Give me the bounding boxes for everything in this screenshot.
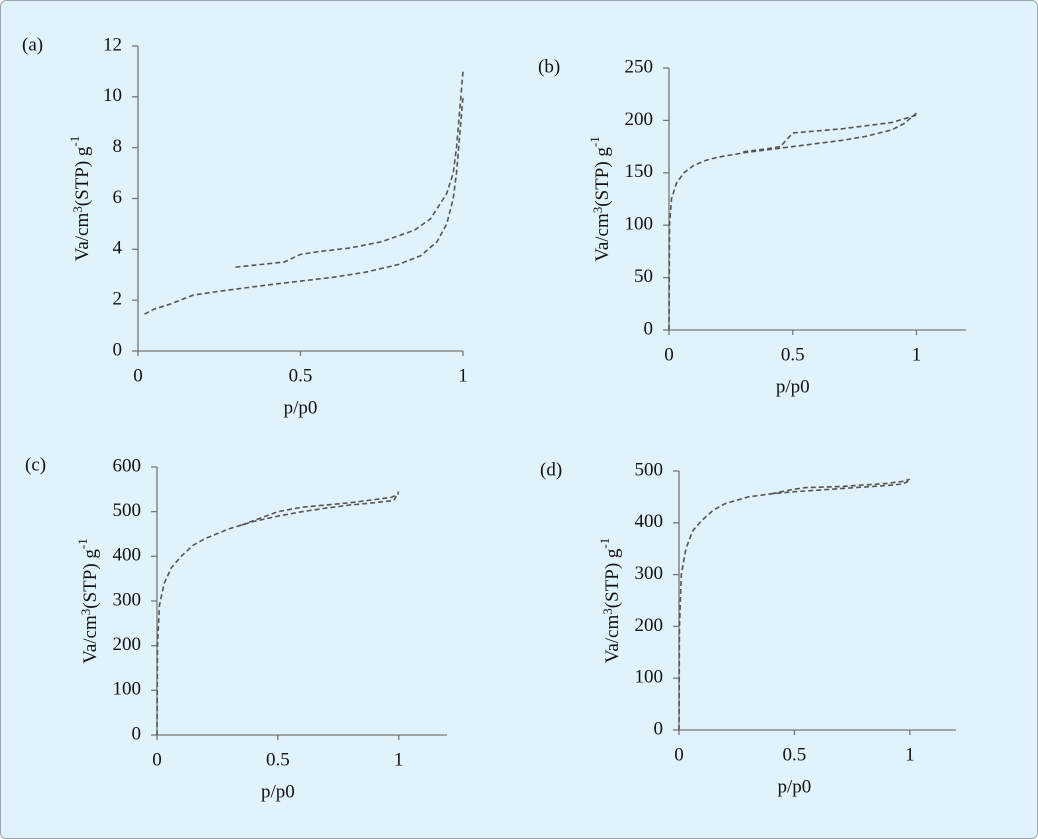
y-axis-label: Va/cm3(STP) g-1 <box>597 538 623 664</box>
y-tick-label: 0 <box>113 339 123 360</box>
x-tick-label: 0.5 <box>289 365 313 386</box>
y-axis-label-part: -1 <box>75 538 90 549</box>
x-tick-label: 0.5 <box>266 749 290 770</box>
x-axis-label: p/p0 <box>776 376 810 397</box>
y-tick-label: 0 <box>132 723 142 744</box>
x-axis-label: p/p0 <box>284 397 318 418</box>
y-axis-label: Va/cm3(STP) g-1 <box>67 136 93 262</box>
y-tick-label: 200 <box>635 615 664 636</box>
y-tick-label: 6 <box>113 187 123 208</box>
y-axis-label-part: (STP) g <box>72 146 93 206</box>
y-axis-label-part: Va/cm <box>80 615 101 664</box>
y-tick-label: 400 <box>113 545 142 566</box>
y-tick-label: 0 <box>654 718 664 739</box>
y-tick-label: 100 <box>113 679 142 700</box>
y-axis-label: Va/cm3(STP) g-1 <box>587 136 613 262</box>
isotherm-line <box>668 112 918 331</box>
y-tick-label: 100 <box>635 667 664 688</box>
x-tick-label: 0.5 <box>783 744 807 765</box>
y-axis-label-part: -1 <box>67 136 82 147</box>
isotherm-line <box>743 114 917 153</box>
y-axis-label: Va/cm3(STP) g-1 <box>75 538 101 664</box>
x-tick-label: 1 <box>458 365 468 386</box>
y-tick-label: 200 <box>625 109 654 130</box>
y-axis-label-part: (STP) g <box>602 548 623 608</box>
panel-label: (b) <box>538 56 560 77</box>
y-axis-label-part: (STP) g <box>80 549 101 609</box>
y-tick-label: 0 <box>644 318 654 339</box>
y-axis-label-part: (STP) g <box>592 147 613 207</box>
y-tick-label: 10 <box>103 85 122 106</box>
y-tick-label: 300 <box>113 589 142 610</box>
y-tick-label: 50 <box>634 266 653 287</box>
x-tick-label: 1 <box>912 344 922 365</box>
y-tick-label: 4 <box>113 238 123 259</box>
y-axis-label-part: Va/cm <box>592 213 613 262</box>
y-tick-label: 600 <box>113 455 142 476</box>
y-tick-label: 500 <box>113 500 142 521</box>
y-axis-label-part: 3 <box>600 608 615 615</box>
x-tick-label: 0 <box>133 365 143 386</box>
y-axis-label-part: 3 <box>70 206 85 213</box>
isotherm-line <box>235 71 464 268</box>
y-tick-label: 250 <box>625 56 654 77</box>
y-axis-label-part: -1 <box>587 136 602 147</box>
y-tick-label: 500 <box>635 459 664 480</box>
x-axis-label: p/p0 <box>778 776 812 797</box>
y-tick-label: 100 <box>625 214 654 235</box>
y-axis-label-part: 3 <box>78 609 93 616</box>
x-tick-label: 0 <box>664 344 674 365</box>
x-tick-label: 0 <box>152 749 162 770</box>
isotherm-line <box>771 478 911 495</box>
y-axis-label-part: -1 <box>597 538 612 549</box>
y-tick-label: 2 <box>113 289 123 310</box>
isotherm-line <box>241 493 400 526</box>
isotherm-line <box>156 491 400 736</box>
x-tick-label: 0.5 <box>781 344 805 365</box>
panel-label: (a) <box>22 34 43 55</box>
y-axis-label-part: Va/cm <box>602 615 623 664</box>
y-tick-label: 200 <box>113 634 142 655</box>
isotherm-line <box>678 479 911 731</box>
y-axis-label-part: Va/cm <box>72 213 93 262</box>
x-tick-label: 0 <box>674 744 684 765</box>
y-tick-label: 400 <box>635 511 664 532</box>
x-tick-label: 1 <box>905 744 915 765</box>
x-axis-label: p/p0 <box>261 781 295 802</box>
panel-label: (d) <box>540 459 562 480</box>
isotherm-line <box>144 96 464 315</box>
y-tick-label: 12 <box>103 34 122 55</box>
y-tick-label: 300 <box>635 563 664 584</box>
panel-label: (c) <box>25 454 46 475</box>
y-tick-label: 150 <box>625 161 654 182</box>
y-tick-label: 8 <box>113 136 123 157</box>
x-tick-label: 1 <box>394 749 404 770</box>
y-axis-label-part: 3 <box>590 207 605 214</box>
